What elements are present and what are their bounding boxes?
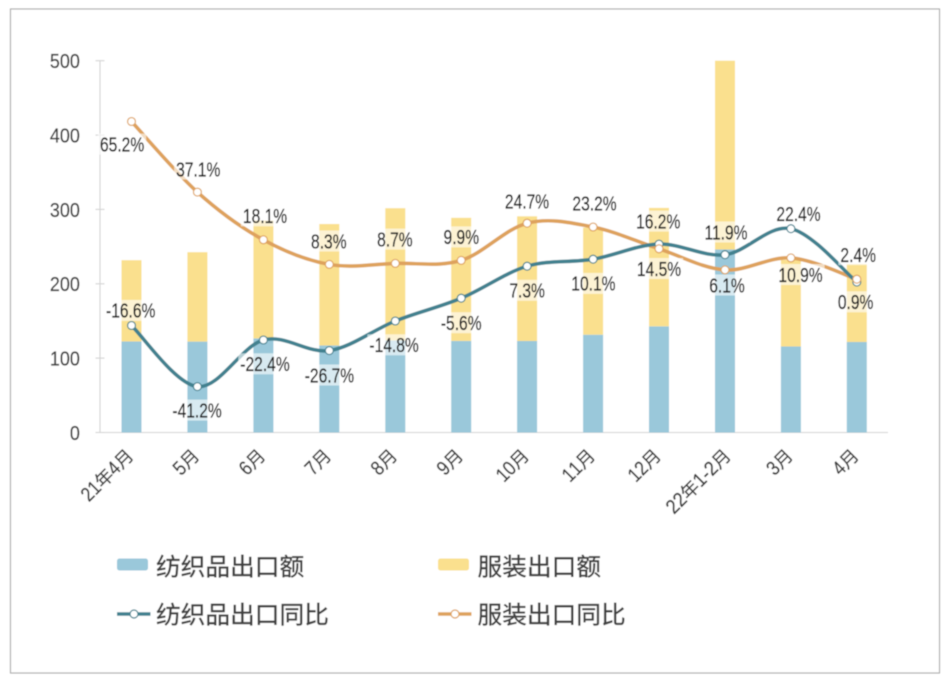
svg-text:24.7%: 24.7% [505,190,549,212]
svg-text:-41.2%: -41.2% [172,400,221,422]
svg-text:14.5%: 14.5% [637,258,681,280]
svg-text:8.7%: 8.7% [377,229,413,251]
svg-text:500: 500 [50,51,80,73]
svg-text:100: 100 [50,349,80,371]
svg-text:-26.7%: -26.7% [305,364,354,386]
svg-text:22.4%: 22.4% [776,203,820,225]
svg-text:10.1%: 10.1% [571,273,615,295]
svg-text:2.4%: 2.4% [840,244,876,266]
svg-text:11.9%: 11.9% [704,221,747,243]
svg-text:7.3%: 7.3% [509,280,545,302]
svg-text:-16.6%: -16.6% [106,300,155,322]
svg-text:37.1%: 37.1% [176,158,220,180]
svg-text:23.2%: 23.2% [572,192,616,214]
svg-text:200: 200 [50,274,80,296]
svg-text:10.9%: 10.9% [778,264,822,286]
svg-text:8.3%: 8.3% [311,230,347,252]
svg-text:0: 0 [70,423,80,445]
svg-text:0.9%: 0.9% [838,291,874,313]
svg-text:300: 300 [50,200,80,222]
svg-text:-5.6%: -5.6% [441,312,482,334]
svg-text:400: 400 [50,126,80,148]
svg-text:6.1%: 6.1% [709,274,745,296]
svg-text:-22.4%: -22.4% [240,353,289,375]
svg-text:-14.8%: -14.8% [369,334,418,356]
svg-text:9.9%: 9.9% [444,226,480,248]
svg-text:16.2%: 16.2% [636,211,680,233]
svg-text:18.1%: 18.1% [243,205,287,227]
svg-text:65.2%: 65.2% [100,134,144,156]
